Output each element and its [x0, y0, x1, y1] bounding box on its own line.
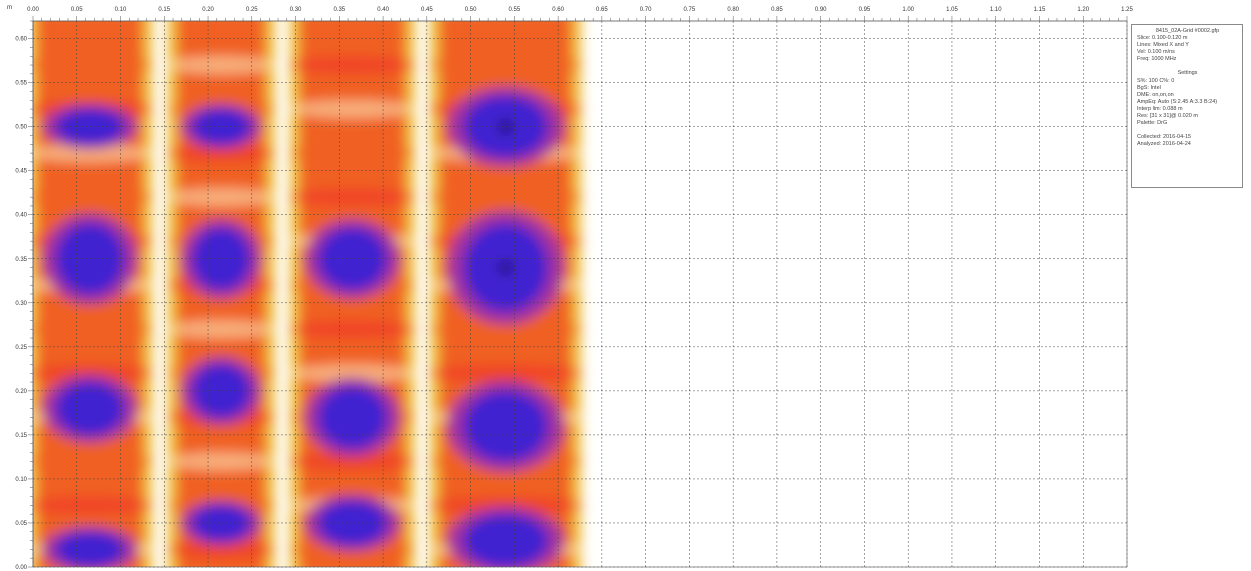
band-stripe: [33, 452, 153, 471]
info-line: BgS: Intel: [1137, 84, 1161, 91]
x-tick-label: 0.60: [552, 7, 564, 13]
anomaly: [318, 227, 387, 290]
info-line: S%: 100 C%: 0: [1137, 77, 1175, 84]
info-line: Freq: 1000 MHz: [1137, 56, 1177, 63]
y-tick-label: 0.40: [15, 213, 27, 219]
x-tick-label: 1.05: [946, 7, 958, 13]
band-stripe: [289, 452, 416, 471]
info-title: 8415_02A-Grid #0002.gfp: [1155, 28, 1220, 34]
y-tick-label: 0.25: [15, 345, 27, 351]
x-tick-label: 0.30: [290, 7, 302, 13]
band-stripe: [168, 144, 275, 163]
info-line: Analyzed: 2016-04-24: [1137, 141, 1191, 148]
x-tick-label: 1.20: [1077, 7, 1089, 13]
band-stripe: [168, 56, 275, 75]
info-panel: 8415_02A-Grid #0002.gfp Slice: 0.100-0.1…: [1131, 24, 1243, 188]
y-tick-label: 0.00: [15, 565, 27, 571]
band-stripe: [428, 364, 583, 383]
band-stripe: [168, 320, 275, 339]
band-stripe: [33, 496, 153, 515]
x-tick-label: 0.70: [640, 7, 652, 13]
band-stripe: [33, 364, 153, 383]
band-stripe: [289, 364, 416, 383]
band-stripe: [289, 320, 416, 339]
y-tick-label: 0.45: [15, 169, 27, 175]
band-stripe: [289, 144, 416, 163]
x-tick-label: 1.10: [990, 7, 1002, 13]
y-tick-label: 0.60: [15, 37, 27, 43]
x-tick-label: 0.85: [771, 7, 783, 13]
x-tick-label: 0.75: [684, 7, 696, 13]
band-stripe: [428, 496, 583, 515]
info-line: DME: on,on,on: [1137, 91, 1174, 98]
anomaly: [318, 386, 387, 449]
x-tick-label: 0.95: [859, 7, 871, 13]
info-settings-lines: S%: 100 C%: 0 BgS: Intel DME: on,on,on A…: [1137, 78, 1238, 128]
x-tick-label: 0.45: [421, 7, 433, 13]
anomaly: [463, 514, 548, 567]
y-axis: 0.60 0.55 0.50 0.45 0.40 0.35 0.30 0.25 0.20 0.15…: [15, 20, 34, 571]
band-stripe: [33, 144, 153, 163]
x-tick-label: 0.90: [815, 7, 827, 13]
x-tick-label: 0.55: [509, 7, 521, 13]
x-tick-label: 0.25: [246, 7, 258, 13]
info-line: Vel: 0.100 m/ns: [1137, 49, 1175, 56]
band-stripe: [289, 56, 416, 75]
band-stripe: [428, 188, 583, 207]
x-tick-label: 0.65: [596, 7, 608, 13]
anomaly: [55, 531, 125, 567]
band-stripe: [33, 320, 153, 339]
axis-unit-label: m: [7, 5, 12, 11]
band-stripe: [168, 540, 275, 559]
info-bottom-lines: Collected: 2016-04-15 Analyzed: 2016-04-…: [1137, 134, 1238, 148]
x-tick-label: 0.10: [115, 7, 127, 13]
anomaly: [318, 500, 387, 545]
y-tick-label: 0.10: [15, 477, 27, 483]
info-top-lines: Slice: 0.100-0.120 m Lines: Mixed X and …: [1137, 35, 1238, 63]
band-stripe: [33, 56, 153, 75]
anomaly: [55, 382, 125, 435]
heatmap-layer: [33, 21, 583, 567]
band-stripe: [168, 452, 275, 471]
y-tick-label: 0.15: [15, 433, 27, 439]
x-tick-label: 1.00: [902, 7, 914, 13]
band-stripe: [33, 188, 153, 207]
info-line: Collected: 2016-04-15: [1137, 134, 1192, 141]
info-line: Slice: 0.100-0.120 m: [1137, 35, 1188, 42]
band-stripe: [168, 188, 275, 207]
info-line: Lines: Mixed X and Y: [1137, 42, 1189, 49]
x-tick-label: 0.15: [158, 7, 170, 13]
x-tick-label: 0.40: [377, 7, 389, 13]
info-line: AmpEq: Auto (S:2.45 A:3.3 B:24): [1137, 98, 1218, 105]
y-tick-label: 0.20: [15, 389, 27, 395]
x-tick-label: 1.15: [1034, 7, 1046, 13]
x-tick-label: 0.35: [333, 7, 345, 13]
grid-lines: [32, 21, 1128, 568]
band-stripe: [428, 56, 583, 75]
band-stripe: [289, 100, 416, 119]
y-tick-label: 0.05: [15, 521, 27, 527]
anomaly-core: [499, 261, 512, 274]
y-tick-label: 0.30: [15, 301, 27, 307]
settings-heading: Settings: [1177, 70, 1198, 77]
x-axis: 0.00 0.05 0.10 0.15 0.20 0.25 0.30 0.35 0.40 0.45…: [27, 7, 1133, 22]
x-tick-label: 0.50: [465, 7, 477, 13]
x-tick-label: 0.00: [27, 7, 39, 13]
anomaly: [463, 390, 548, 462]
x-tick-label: 1.25: [1121, 7, 1133, 13]
info-line: Res: [31 x 31]@ 0.020 m: [1137, 113, 1198, 120]
x-tick-label: 0.80: [727, 7, 739, 13]
band-stripe: [428, 320, 583, 339]
band-stripe: [289, 188, 416, 207]
x-tick-label: 0.20: [202, 7, 214, 13]
x-tick-label: 0.05: [71, 7, 83, 13]
y-tick-label: 0.55: [15, 81, 27, 87]
info-line: Interp lim: 0.088 m: [1137, 105, 1183, 112]
info-line: Palette: DrG: [1137, 120, 1168, 127]
y-tick-label: 0.35: [15, 257, 27, 263]
y-tick-label: 0.50: [15, 125, 27, 131]
